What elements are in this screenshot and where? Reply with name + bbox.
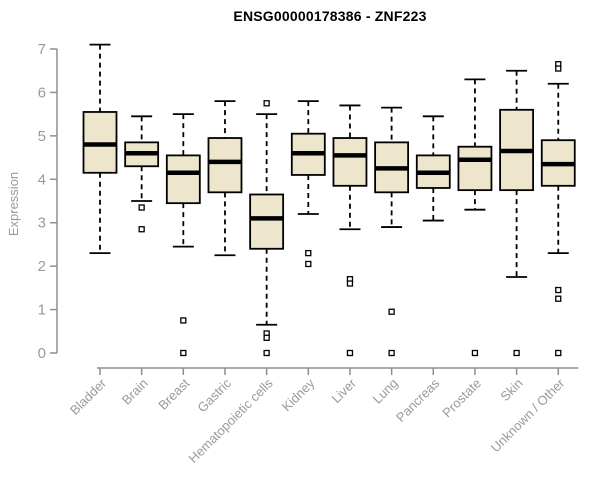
outlier-point [388,308,395,315]
box-pancreas [415,115,451,222]
x-tick-label-gastric: Gastric [194,375,234,415]
outlier-point [138,226,145,233]
outlier-point [471,349,479,357]
box-prostate [457,78,493,357]
x-tick-label-brain: Brain [119,376,151,408]
chart-title: ENSG00000178386 - ZNF223 [233,8,427,24]
box-brain [124,115,160,233]
outlier-point [346,349,354,357]
y-tick-label: 5 [38,128,46,145]
box-liver [332,104,368,357]
y-tick-label: 3 [38,215,46,232]
box-kidney [290,100,326,268]
box-breast [165,113,201,357]
y-tick-label: 7 [38,41,46,58]
x-tick-label-skin: Skin [497,376,525,404]
box-unknown-other [540,61,576,357]
x-tick-label-prostate: Prostate [439,376,484,421]
x-tick-label-unknown-other: Unknown / Other [488,375,568,455]
outlier-point [180,349,187,357]
y-tick-label: 4 [38,171,46,188]
outlier-point [388,349,395,357]
outlier-point [555,295,562,302]
x-tick-label-kidney: Kidney [279,375,318,414]
outlier-point [180,317,187,324]
x-tick-label-breast: Breast [155,375,192,412]
outlier-point [263,334,270,341]
y-tick-label: 1 [38,302,46,319]
y-axis: 0 1 2 3 4 5 6 7 [38,41,58,362]
box-lung [374,106,410,357]
x-tick-label-lung: Lung [370,376,401,407]
x-tick-label-pancreas: Pancreas [393,375,443,425]
box-gastric [207,100,243,257]
x-tick-label-liver: Liver [329,375,360,406]
outlier-point [263,100,270,107]
outlier-point [513,349,520,357]
outlier-point [555,349,562,357]
iqr-box [457,145,493,192]
y-tick-label: 0 [38,345,46,362]
iqr-box [165,154,201,205]
outlier-point [555,286,562,294]
outlier-point [555,65,562,72]
box-skin [499,69,535,357]
iqr-box [207,137,243,194]
y-tick-label: 2 [38,258,46,275]
box-bladder [82,43,118,255]
iqr-box [332,137,368,187]
y-tick-label: 6 [38,84,46,101]
outlier-point [138,204,145,211]
outlier-point [346,280,354,287]
x-tick-label-bladder: Bladder [67,375,110,418]
iqr-box [249,193,285,250]
outlier-point [263,349,270,357]
box-hematopoietic-cells [249,100,285,357]
outlier-point [305,249,312,257]
outlier-point [305,260,312,268]
